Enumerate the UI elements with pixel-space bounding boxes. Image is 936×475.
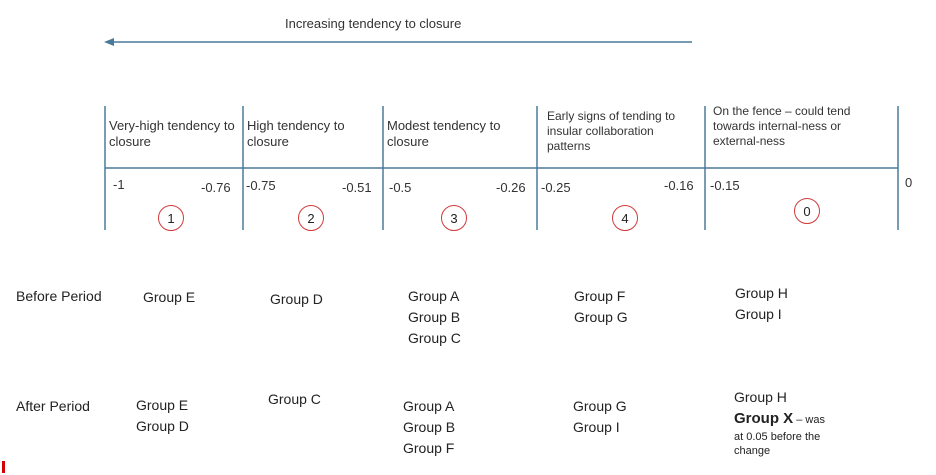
category-badge-number: 1 xyxy=(167,210,175,226)
group-list-before-1: Group E xyxy=(143,287,195,308)
group-name: Group H xyxy=(735,285,788,301)
group-list-before-4: Group F Group G xyxy=(574,286,628,328)
group-list-after-0: Group H Group X – was xyxy=(734,387,825,431)
group-name: Group I xyxy=(573,419,620,435)
group-list-before-0: Group H Group I xyxy=(735,283,788,325)
group-name-highlight: Group X – was xyxy=(734,408,825,431)
group-name: Group E xyxy=(143,289,196,305)
group-name: Group F xyxy=(403,440,455,456)
tick-value: -0.15 xyxy=(710,178,740,193)
tick-value: -0.5 xyxy=(389,180,412,195)
category-badge: 2 xyxy=(298,205,324,231)
group-name: Group D xyxy=(136,418,189,434)
group-name: Group G xyxy=(574,309,628,325)
group-list-after-4: Group G Group I xyxy=(573,396,627,438)
tick-value: -0.26 xyxy=(496,180,526,195)
row-label-after: After Period xyxy=(16,398,90,414)
group-name: Group B xyxy=(408,309,461,325)
group-list-before-3: Group A Group B Group C xyxy=(408,286,461,349)
segment-label-4: Early signs of tending to insular collab… xyxy=(547,109,676,153)
group-name: Group D xyxy=(270,291,323,307)
group-name: Group A xyxy=(403,398,455,414)
direction-label: Increasing tendency to closure xyxy=(285,16,462,31)
tick-value: -0.16 xyxy=(664,178,694,193)
scale-axis xyxy=(104,106,899,230)
group-name: Group H xyxy=(734,389,787,405)
segment-label-3: Modest tendency to closure xyxy=(387,118,501,149)
row-label-before: Before Period xyxy=(16,288,102,304)
category-badge-number: 2 xyxy=(307,210,315,226)
category-badge: 0 xyxy=(794,198,820,224)
tick-value: -1 xyxy=(113,177,125,192)
group-name: Group F xyxy=(574,288,626,304)
group-list-after-1: Group E Group D xyxy=(136,395,189,437)
category-badge-number: 3 xyxy=(450,210,458,226)
group-list-before-2: Group D xyxy=(270,289,323,310)
segment-label-1: Very-high tendency to closure xyxy=(109,118,235,149)
group-list-after-2: Group C xyxy=(268,389,321,410)
category-badge-number: 0 xyxy=(803,203,811,219)
category-badge: 3 xyxy=(441,205,467,231)
group-name: Group I xyxy=(735,306,782,322)
segment-label-0: On the fence – could tend towards intern… xyxy=(713,104,851,148)
edge-marker xyxy=(2,461,5,473)
highlighted-group-name: Group X xyxy=(734,410,794,427)
category-badge: 4 xyxy=(612,205,638,231)
tick-value-end: 0 xyxy=(905,175,913,190)
tick-value: -0.51 xyxy=(342,180,372,195)
group-name: Group C xyxy=(408,330,461,346)
segment-label-2: High tendency to closure xyxy=(247,118,345,149)
tick-value: -0.75 xyxy=(246,178,276,193)
group-name: Group A xyxy=(408,288,460,304)
group-name: Group B xyxy=(403,419,456,435)
direction-arrow xyxy=(104,38,692,46)
category-badge: 1 xyxy=(158,205,184,231)
group-name: Group C xyxy=(268,391,321,407)
highlighted-group-note: at 0.05 before the change xyxy=(734,431,821,457)
tick-value: -0.25 xyxy=(541,180,571,195)
group-list-after-3: Group A Group B Group F xyxy=(403,396,455,459)
tick-value: -0.76 xyxy=(201,180,231,195)
group-name: Group G xyxy=(573,398,627,414)
group-name: Group E xyxy=(136,397,189,413)
category-badge-number: 4 xyxy=(621,210,629,226)
highlighted-group-note-inline: – was xyxy=(793,414,825,426)
